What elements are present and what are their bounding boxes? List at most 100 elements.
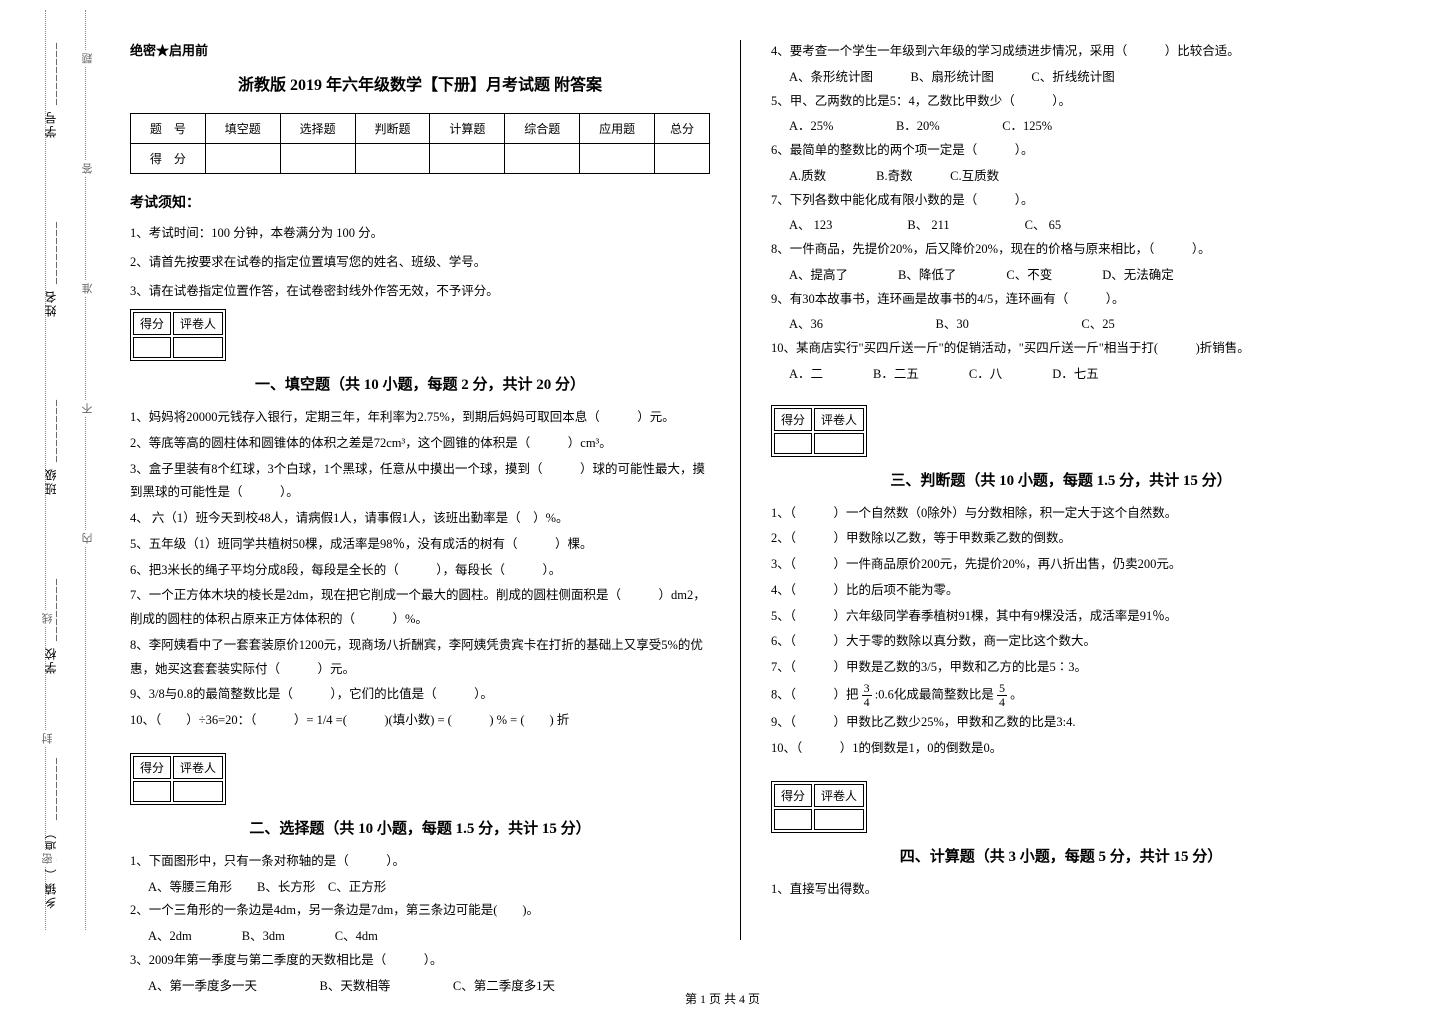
opts: A.质数 B.奇数 C.互质数 xyxy=(771,165,1351,189)
q: 10、（ ）÷36=20：（ ）= 1/4 =( )(填小数) = ( ) % … xyxy=(130,709,710,733)
q: 8、一件商品，先提价20%，后又降价20%，现在的价格与原来相比，（ ）。 xyxy=(771,238,1351,262)
th: 应用题 xyxy=(580,114,655,144)
cell xyxy=(133,337,171,358)
judge-title: 三、判断题（共 10 小题，每题 1.5 分，共计 15 分） xyxy=(771,469,1351,490)
notice-item: 3、请在试卷指定位置作答，在试卷密封线外作答无效，不予评分。 xyxy=(130,280,710,299)
c1: 得分 xyxy=(133,312,171,335)
sidebar-label: 学校 xyxy=(44,646,58,674)
table-row: 题 号 填空题 选择题 判断题 计算题 综合题 应用题 总分 xyxy=(131,114,710,144)
q: 1、（ ）一个自然数（0除外）与分数相除，积一定大于这个自然数。 xyxy=(771,502,1351,526)
opts: A、等腰三角形 B、长方形 C、正方形 xyxy=(130,876,710,900)
q: 10、某商店实行"买四斤送一斤"的促销活动，"买四斤送一斤"相当于打( )折销售… xyxy=(771,337,1351,361)
q8-post: 。 xyxy=(1010,687,1023,701)
choice-title: 二、选择题（共 10 小题，每题 1.5 分，共计 15 分） xyxy=(130,817,710,838)
sec-head: 得分评卷人 xyxy=(130,753,710,811)
seal-label: 封 xyxy=(40,730,56,747)
cell xyxy=(355,144,430,174)
fraction: 5 4 xyxy=(997,682,1007,709)
c1: 得分 xyxy=(774,408,812,431)
exam-title: 浙教版 2019 年六年级数学【下册】月考试题 附答案 xyxy=(130,71,710,95)
q: 7、一个正方体木块的棱长是2dm，现在把它削成一个最大的圆柱。削成的圆柱侧面积是… xyxy=(130,584,710,632)
th: 判断题 xyxy=(355,114,430,144)
sidebar-label: 班级 xyxy=(44,467,58,495)
seal-label: 答 xyxy=(80,160,96,177)
sidebar: 乡镇（街道） ________ 学校 ________ 班级 ________ … xyxy=(0,0,100,950)
fill-title: 一、填空题（共 10 小题，每题 2 分，共计 20 分） xyxy=(130,373,710,394)
q: 6、（ ）大于零的数除以真分数，商一定比这个数大。 xyxy=(771,630,1351,654)
score-mini-table: 得分评卷人 xyxy=(130,309,226,361)
sec-head: 得分评卷人 xyxy=(771,781,1351,839)
cell xyxy=(430,144,505,174)
q: 4、 六（1）班今天到校48人，请病假1人，请事假1人，该班出勤率是（ ）%。 xyxy=(130,507,710,531)
q: 2、一个三角形的一条边是4dm，另一条边是7dm，第三条边可能是( )。 xyxy=(130,899,710,923)
q-frac: 8、（ ）把 3 4 :0.6化成最简整数比是 5 4 。 xyxy=(771,682,1351,709)
denominator: 4 xyxy=(862,696,872,709)
th: 计算题 xyxy=(430,114,505,144)
cell xyxy=(280,144,355,174)
c2: 评卷人 xyxy=(814,408,864,431)
q: 5、甲、乙两数的比是5：4，乙数比甲数少（ ）。 xyxy=(771,90,1351,114)
q: 9、3/8与0.8的最简整数比是（ ），它们的比值是（ ）。 xyxy=(130,683,710,707)
sidebar-class: 班级 ________ xyxy=(42,398,59,495)
sec-head: 得分评卷人 xyxy=(771,405,1351,463)
opts: A、 123 B、 211 C、 65 xyxy=(771,214,1351,238)
c2: 评卷人 xyxy=(173,312,223,335)
q: 3、盒子里装有8个红球，3个白球，1个黑球，任意从中摸出一个球，摸到（ ）球的可… xyxy=(130,458,710,506)
seal-label: 不 xyxy=(80,400,96,417)
th: 总分 xyxy=(655,114,710,144)
q: 1、直接写出得数。 xyxy=(771,878,1351,902)
sec-head: 得分评卷人 xyxy=(130,309,710,367)
q: 9、（ ）甲数比乙数少25%，甲数和乙数的比是3:4. xyxy=(771,711,1351,735)
c1: 得分 xyxy=(774,784,812,807)
q: 3、（ ）一件商品原价200元，先提价20%，再八折出售，仍卖200元。 xyxy=(771,553,1351,577)
calc-title: 四、计算题（共 3 小题，每题 5 分，共计 15 分） xyxy=(771,845,1351,866)
page-footer: 第 1 页 共 4 页 xyxy=(0,990,1445,1007)
q: 4、要考查一个学生一年级到六年级的学习成绩进步情况，采用（ ）比较合适。 xyxy=(771,40,1351,64)
sidebar-township: 乡镇（街道） ________ xyxy=(42,756,59,909)
page: 绝密★启用前 浙教版 2019 年六年级数学【下册】月考试题 附答案 题 号 填… xyxy=(110,40,1410,998)
q: 4、（ ）比的后项不能为零。 xyxy=(771,579,1351,603)
column-divider xyxy=(740,40,741,940)
cell xyxy=(774,809,812,830)
opts: A、2dm B、3dm C、4dm xyxy=(130,925,710,949)
q8-mid: :0.6化成最简整数比是 xyxy=(875,687,994,701)
th: 选择题 xyxy=(280,114,355,144)
sidebar-label: 姓名 xyxy=(44,289,58,317)
left-column: 绝密★启用前 浙教版 2019 年六年级数学【下册】月考试题 附答案 题 号 填… xyxy=(110,40,730,998)
q: 5、（ ）六年级同学春季植树91棵，其中有9棵没活，成活率是91％。 xyxy=(771,605,1351,629)
sidebar-label: 乡镇（街道） xyxy=(44,825,58,909)
opts: A、36 B、30 C、25 xyxy=(771,313,1351,337)
seal-label: 准 xyxy=(80,280,96,297)
notice-item: 1、考试时间：100 分钟，本卷满分为 100 分。 xyxy=(130,222,710,241)
cell xyxy=(173,337,223,358)
c2: 评卷人 xyxy=(173,756,223,779)
q: 9、有30本故事书，连环画是故事书的4/5，连环画有（ ）。 xyxy=(771,288,1351,312)
q: 6、最简单的整数比的两个项一定是（ ）。 xyxy=(771,139,1351,163)
denominator: 4 xyxy=(997,696,1007,709)
numerator: 5 xyxy=(997,682,1007,696)
cell xyxy=(580,144,655,174)
seal-label: 内 xyxy=(80,530,96,547)
score-mini-table: 得分评卷人 xyxy=(771,781,867,833)
sidebar-label: 学号 xyxy=(44,110,58,138)
q: 2、（ ）甲数除以乙数，等于甲数乘乙数的倒数。 xyxy=(771,527,1351,551)
secret-label: 绝密★启用前 xyxy=(130,40,710,59)
seal-label: 密 xyxy=(40,850,56,867)
cell xyxy=(814,809,864,830)
cell xyxy=(505,144,580,174)
q: 7、（ ）甲数是乙数的3/5，甲数和乙方的比是5∶3。 xyxy=(771,656,1351,680)
numerator: 3 xyxy=(862,682,872,696)
score-mini-table: 得分评卷人 xyxy=(130,753,226,805)
q: 3、2009年第一季度与第二季度的天数相比是（ ）。 xyxy=(130,949,710,973)
q: 6、把3米长的绳子平均分成8段，每段是全长的（ ），每段长（ ）。 xyxy=(130,559,710,583)
sidebar-number: 学号 ________ xyxy=(42,41,59,138)
th: 综合题 xyxy=(505,114,580,144)
q: 10、（ ）1的倒数是1，0的倒数是0。 xyxy=(771,737,1351,761)
row-label: 得 分 xyxy=(131,144,206,174)
cell xyxy=(173,781,223,802)
seal-label: 线 xyxy=(40,610,56,627)
right-column: 4、要考查一个学生一年级到六年级的学习成绩进步情况，采用（ ）比较合适。 A、条… xyxy=(751,40,1371,998)
score-mini-table: 得分评卷人 xyxy=(771,405,867,457)
sidebar-name: 姓名 ________ xyxy=(42,220,59,317)
cell xyxy=(133,781,171,802)
